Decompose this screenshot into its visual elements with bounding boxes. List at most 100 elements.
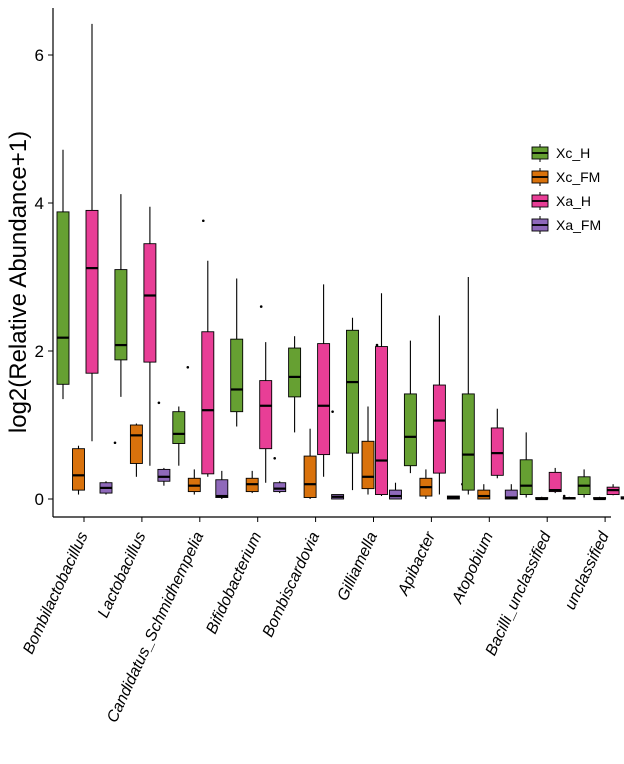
- box-Xc_FM-Bombilactobacillus: [72, 336, 89, 495]
- outlier-point: [375, 343, 379, 347]
- box-Xa_FM-Apibacter: [446, 482, 464, 500]
- x-tick-label: Bombilactobacillus: [20, 530, 91, 657]
- plot-area: [56, 23, 624, 501]
- box-Xc_H-Bombiscardovia: [288, 336, 302, 433]
- legend-item-Xc_FM: Xc_FM: [531, 168, 600, 186]
- box: [548, 471, 562, 493]
- x-tick-label: Bacilli_unclassified: [483, 529, 556, 659]
- box-Xa_FM-Bombiscardovia: [331, 494, 345, 500]
- box: [114, 269, 128, 361]
- box-Xa_H-Apibacter: [432, 315, 446, 495]
- box-Xa_H-Bombilactobacillus: [85, 23, 99, 442]
- box-Xa_H-unclassified: [606, 484, 620, 496]
- box: [157, 468, 171, 482]
- legend-label: Xa_H: [556, 193, 591, 209]
- box: [389, 489, 402, 500]
- box: [201, 331, 215, 475]
- box-Xa_FM-Gilliamella: [389, 482, 402, 500]
- box-Xc_FM-Gilliamella: [361, 343, 379, 495]
- box: [346, 329, 359, 454]
- outlier-point: [259, 305, 263, 308]
- box-Xa_H-Bacilli_unclassified: [548, 467, 566, 498]
- box: [215, 479, 229, 498]
- box-Xa_FM-Atopobium: [504, 484, 518, 500]
- outlier-point: [157, 401, 161, 405]
- box: [477, 489, 491, 500]
- box: [85, 209, 99, 374]
- box: [259, 380, 273, 450]
- x-tick-label: Lactobacillus: [95, 530, 149, 621]
- legend-label: Xc_H: [556, 145, 590, 161]
- box-Xa_FM-unclassified: [620, 496, 624, 500]
- legend: Xc_H Xc_FM Xa_H Xa_FM: [531, 144, 601, 234]
- box: [303, 455, 317, 498]
- box-Xc_H-Bifidobacterium: [230, 278, 244, 427]
- box-Xa_H-Lactobacillus: [143, 206, 161, 466]
- x-tick-label: Atopobium: [449, 530, 497, 607]
- box: [504, 489, 518, 500]
- outlier-point: [186, 365, 190, 369]
- box: [230, 338, 244, 413]
- outlier-point: [331, 410, 334, 413]
- box-Xc_H-Lactobacillus: [114, 194, 128, 397]
- box: [361, 440, 375, 490]
- y-axis-title: log2(Relative Abundance+1): [5, 131, 32, 433]
- box-Xc_FM-Bifidobacterium: [245, 305, 263, 494]
- legend-label: Xa_FM: [556, 217, 601, 233]
- box-Xc_FM-Candidatus_Schmidhempelia: [187, 219, 205, 495]
- box: [56, 211, 70, 385]
- legend-item-Xc_H: Xc_H: [531, 144, 590, 162]
- y-tick-label: 0: [35, 490, 44, 509]
- box: [129, 424, 143, 464]
- box-Xa_H-Bifidobacterium: [259, 342, 277, 483]
- box-Xc_FM-Atopobium: [477, 469, 495, 500]
- box-Xc_H-Bacilli_unclassified: [519, 432, 533, 498]
- box-Xa_H-Bombiscardovia: [317, 284, 334, 477]
- box-Xc_H-Apibacter: [403, 340, 417, 474]
- x-tick-label: unclassified: [562, 529, 613, 613]
- box: [432, 384, 446, 474]
- box-Xa_FM-Bifidobacterium: [273, 481, 287, 494]
- y-tick-label: 4: [35, 194, 44, 213]
- box: [375, 346, 388, 496]
- box-Xc_FM-Bacilli_unclassified: [535, 496, 549, 501]
- box-Xc_H-unclassified: [577, 469, 591, 498]
- box-Xc_H-Gilliamella: [346, 317, 359, 491]
- box-Xc_H-Atopobium: [461, 277, 475, 495]
- box: [317, 343, 331, 456]
- box: [143, 243, 157, 363]
- y-tick-label: 6: [35, 46, 44, 65]
- box: [72, 448, 85, 491]
- box-Xa_FM-Bombilactobacillus: [99, 441, 117, 495]
- box: [490, 427, 504, 476]
- x-tick-label: Bombiscardovia: [260, 529, 324, 639]
- box-Xc_FM-Bombiscardovia: [303, 428, 317, 499]
- box-Xa_FM-Lactobacillus: [157, 467, 171, 486]
- box: [172, 411, 186, 444]
- box-Xc_FM-Apibacter: [419, 438, 437, 499]
- box: [403, 393, 417, 467]
- box-Xc_H-Candidatus_Schmidhempelia: [172, 365, 190, 466]
- box: [519, 459, 533, 496]
- box-Xa_FM-Candidatus_Schmidhempelia: [215, 470, 229, 499]
- outlier-point: [562, 494, 566, 498]
- legend-item-Xa_FM: Xa_FM: [531, 216, 601, 234]
- x-tick-label: Bifidobacterium: [203, 530, 265, 637]
- box-Xa_FM-Bacilli_unclassified: [562, 496, 576, 500]
- outlier-point: [113, 441, 117, 445]
- box: [288, 347, 302, 398]
- x-tick-label: Gilliamella: [335, 529, 382, 603]
- box: [461, 393, 475, 491]
- box-Xa_H-Atopobium: [490, 408, 504, 479]
- box-Xa_H-Candidatus_Schmidhempelia: [201, 260, 215, 477]
- outlier-point: [202, 219, 205, 223]
- y-tick-label: 2: [35, 342, 44, 361]
- box-Xc_FM-unclassified: [593, 496, 607, 501]
- legend-label: Xc_FM: [556, 169, 600, 185]
- outlier-point: [273, 457, 277, 460]
- box: [273, 482, 287, 493]
- box-Xc_H-Bombilactobacillus: [56, 149, 70, 400]
- legend-item-Xa_H: Xa_H: [531, 192, 591, 210]
